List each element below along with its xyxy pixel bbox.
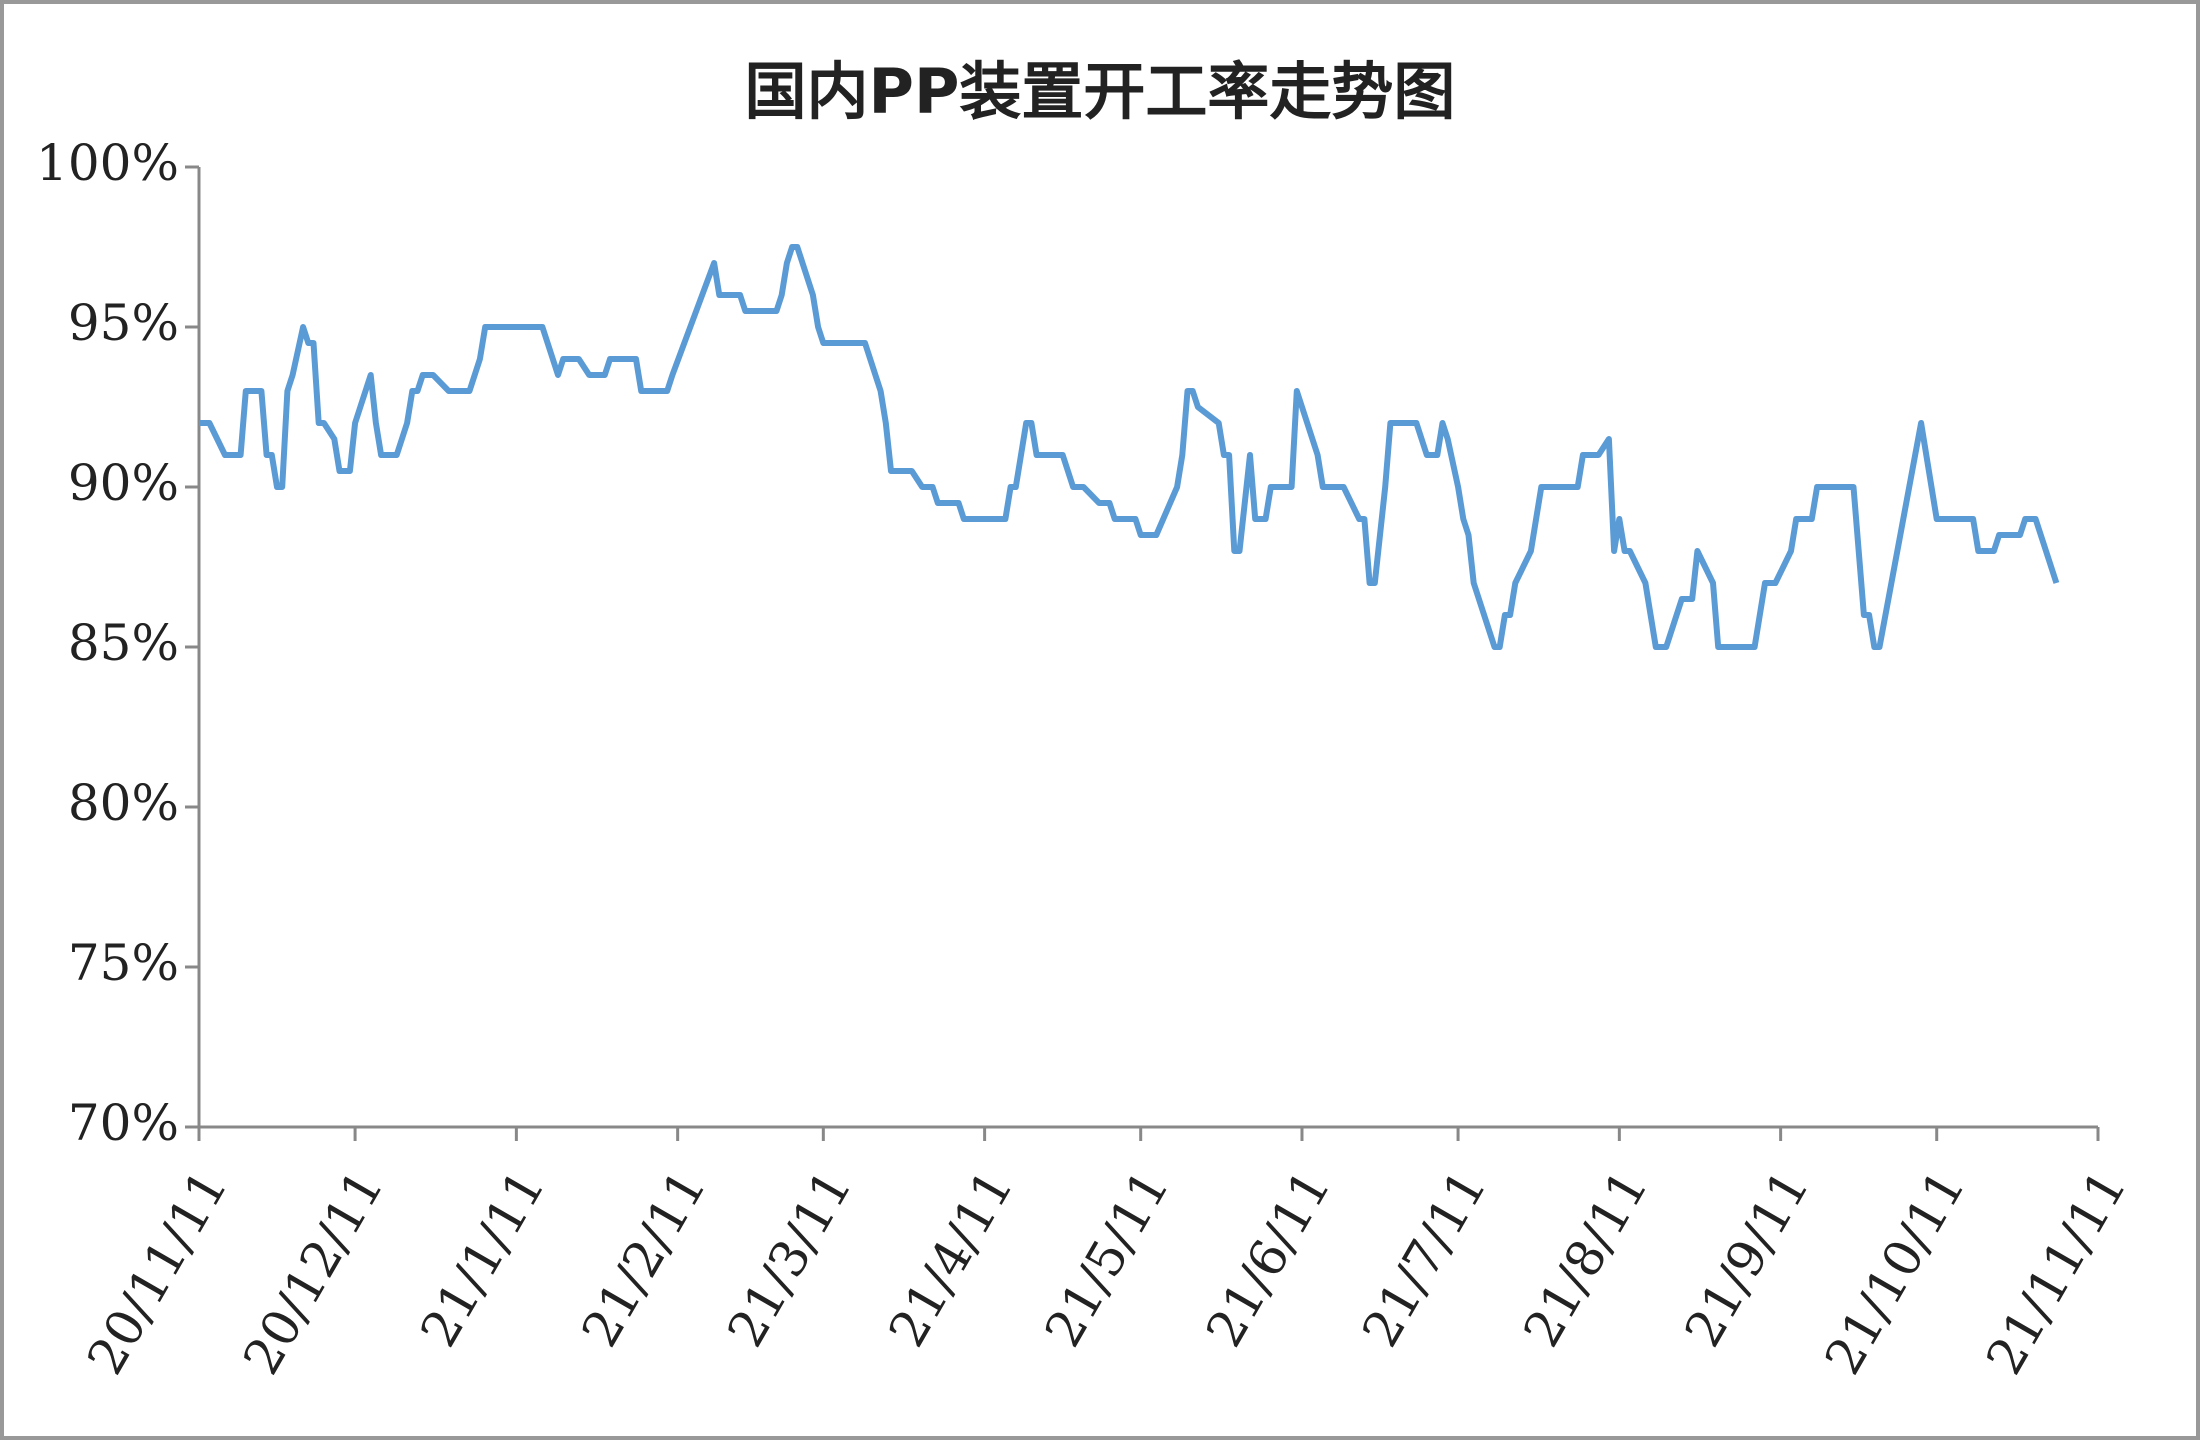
- y-tick-label: 75%: [68, 934, 179, 992]
- data-line: [199, 244, 2060, 650]
- y-tick-label: 70%: [68, 1094, 179, 1152]
- y-tick-label: 95%: [68, 294, 179, 352]
- y-tick-label: 100%: [36, 134, 179, 192]
- chart-title: 国内PP装置开工率走势图: [745, 55, 1456, 128]
- y-tick-label: 85%: [68, 614, 179, 672]
- y-tick-label: 80%: [68, 774, 179, 832]
- y-tick-label: 90%: [68, 454, 179, 512]
